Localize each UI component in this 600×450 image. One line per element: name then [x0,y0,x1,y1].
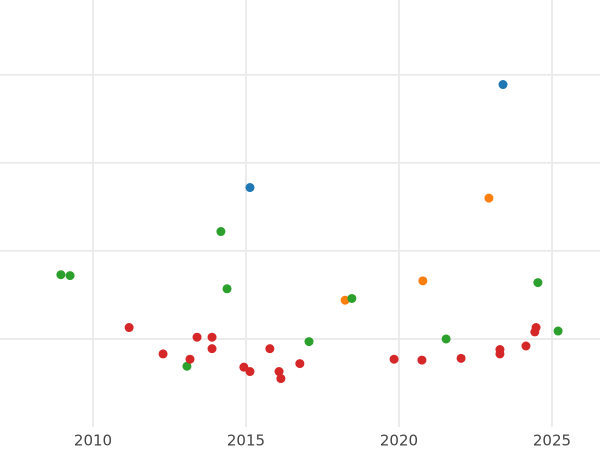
point [222,284,232,294]
point [207,332,217,342]
point [245,367,255,377]
point [441,334,451,344]
point [158,349,168,359]
point [498,80,508,90]
point [65,271,75,281]
point [389,354,399,364]
x-tick-label: 2025 [533,432,571,450]
point [192,332,202,342]
x-tick-label: 2010 [74,432,112,450]
point [456,353,466,363]
point [182,361,192,371]
x-tick-label: 2020 [380,432,418,450]
point [418,276,428,286]
point [484,193,494,203]
point [417,355,427,365]
point [304,337,314,347]
point [531,323,541,333]
point [185,354,195,364]
point [274,367,284,377]
point [207,344,217,354]
point [521,341,531,351]
x-tick-label: 2015 [227,432,265,450]
point [347,293,357,303]
point [56,270,66,280]
point [533,278,543,288]
point [124,323,134,333]
point [495,349,505,359]
point [553,326,563,336]
point [340,295,350,305]
point [295,359,305,369]
point [276,374,286,384]
point [216,227,226,237]
point [265,344,275,354]
point [245,183,255,193]
